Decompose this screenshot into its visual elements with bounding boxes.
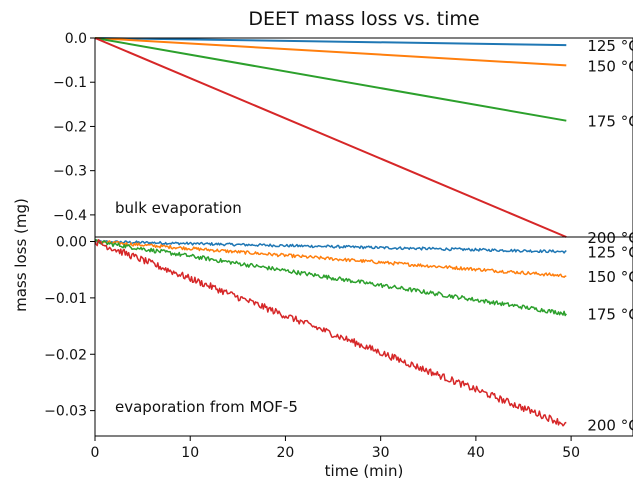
series-label-150-c: 150 °C: [587, 57, 633, 75]
series-label-125-c: 125 °C: [587, 37, 633, 55]
series-label-200-c: 200 °C: [587, 417, 633, 435]
panel-evaporation-from-mof5: 0.00 −0.01 −0.02 −0.03 125 °C 150 °C 175 °C 200…: [44, 235, 633, 437]
y-tick-label: −0.2: [53, 119, 87, 135]
x-tick-label: 40: [467, 445, 485, 461]
x-tick-label: 30: [372, 445, 390, 461]
y-tick-label: −0.03: [44, 404, 87, 420]
series-line-200-c: [94, 239, 567, 427]
x-tick-label: 0: [91, 445, 100, 461]
y-tick-label: −0.3: [53, 164, 87, 180]
y-tick-label: −0.4: [53, 208, 87, 224]
y-tick-label: −0.01: [44, 291, 87, 307]
panel-bulk-evaporation: 0.0 −0.1 −0.2 −0.3 −0.4 125 °C 150 °C 175 °C 200…: [53, 31, 633, 247]
series-label-175-c: 175 °C: [587, 306, 633, 324]
series-label-125-c: 125 °C: [587, 244, 633, 262]
series-line-125-c: [94, 37, 567, 47]
x-tick-label: 50: [562, 445, 580, 461]
series-line-175-c: [94, 37, 567, 122]
series-line-125-c: [94, 239, 567, 254]
series-line-175-c: [94, 239, 567, 317]
chart-title: DEET mass loss vs. time: [248, 8, 479, 30]
y-axis-label: mass loss (mg): [12, 198, 30, 312]
y-tick-label: −0.02: [44, 347, 87, 363]
series-line-200-c: [94, 37, 567, 238]
series-line-150-c: [94, 239, 567, 278]
x-tick-label: 20: [277, 445, 295, 461]
series-label-200-c: 200 °C: [587, 229, 633, 247]
panel-annotation: evaporation from MOF-5: [115, 398, 298, 416]
series-label-175-c: 175 °C: [587, 113, 633, 131]
x-axis-label: time (min): [325, 462, 404, 480]
y-tick-label: 0.00: [56, 235, 87, 251]
y-tick-label: 0.0: [65, 31, 87, 47]
x-axis: 0 10 20 30 40 50: [91, 436, 580, 461]
x-tick-label: 10: [181, 445, 199, 461]
panel-annotation: bulk evaporation: [115, 199, 242, 217]
panel-frame: [94, 236, 633, 437]
y-tick-label: −0.1: [53, 75, 87, 91]
series-label-150-c: 150 °C: [587, 268, 633, 286]
series-line-150-c: [94, 37, 567, 67]
